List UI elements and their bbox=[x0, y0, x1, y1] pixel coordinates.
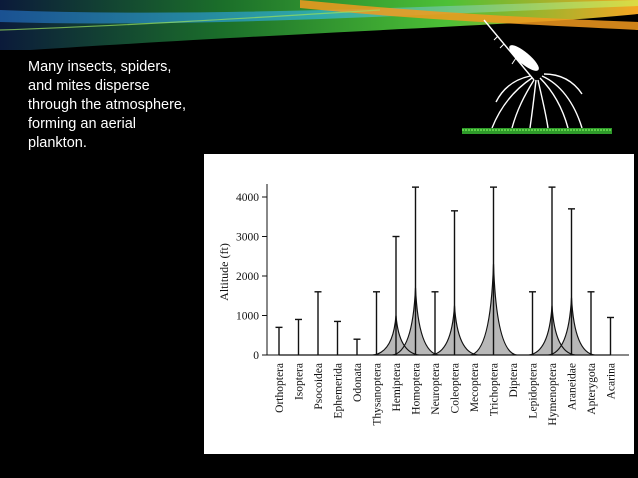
y-tick-label: 0 bbox=[253, 350, 259, 362]
x-category-label-hemiptera: Hemiptera bbox=[391, 363, 403, 412]
slide-body-text: Many insects, spiders, and mites dispers… bbox=[28, 59, 186, 151]
x-category-label-trichoptera: Trichoptera bbox=[489, 363, 501, 416]
x-category-label-apterygota: Apterygota bbox=[586, 363, 598, 415]
x-category-label-isoptera: Isoptera bbox=[294, 363, 306, 400]
typical-altitude-area bbox=[279, 264, 611, 356]
decorative-banner bbox=[0, 0, 638, 50]
x-category-label-coleoptera: Coleoptera bbox=[450, 363, 462, 413]
y-tick-label: 3000 bbox=[236, 232, 259, 244]
x-category-label-ephemerida: Ephemerida bbox=[333, 363, 345, 419]
x-category-label-lepidoptera: Lepidoptera bbox=[528, 363, 540, 419]
altitude-chart-panel: 0 1000 2000 3000 4000 Orthoptera Isoptera Psoc… bbox=[204, 154, 634, 454]
x-category-label-araneidae: Araneidae bbox=[567, 363, 579, 410]
y-axis-title: Altitude (ft) bbox=[217, 243, 231, 301]
x-category-label-acarina: Acarina bbox=[606, 363, 618, 399]
x-category-label-mecoptera: Mecoptera bbox=[469, 363, 481, 412]
x-category-label-odonata: Odonata bbox=[352, 363, 364, 402]
x-category-label-orthoptera: Orthoptera bbox=[274, 363, 286, 413]
y-tick-label: 4000 bbox=[236, 192, 259, 204]
x-category-label-hymenoptera: Hymenoptera bbox=[547, 363, 559, 426]
x-category-label-neuroptera: Neuroptera bbox=[430, 363, 442, 415]
ballooning-spider-illustration bbox=[462, 19, 612, 134]
x-category-label-psocoidea: Psocoidea bbox=[313, 363, 325, 410]
x-category-label-thysanoptera: Thysanoptera bbox=[372, 363, 384, 426]
x-category-label-homoptera: Homoptera bbox=[411, 363, 423, 415]
y-tick-label: 2000 bbox=[236, 271, 259, 283]
x-category-label-diptera: Diptera bbox=[508, 363, 520, 397]
altitude-chart: 0 1000 2000 3000 4000 Orthoptera Isoptera Psoc… bbox=[217, 184, 629, 426]
y-tick-label: 1000 bbox=[236, 311, 259, 323]
